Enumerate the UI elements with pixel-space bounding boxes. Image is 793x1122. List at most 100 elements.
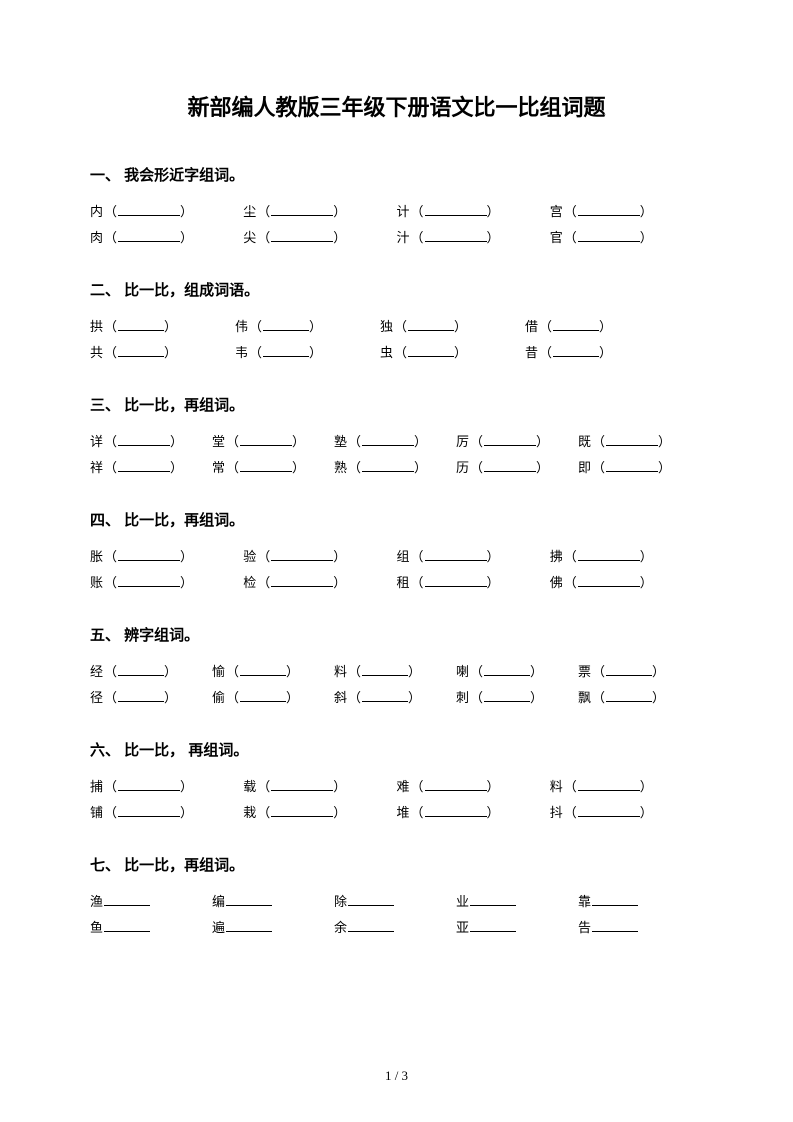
- left-paren: （: [411, 225, 425, 251]
- character: 租: [397, 570, 411, 596]
- exercise-cell: 独（）: [380, 314, 525, 340]
- character: 祥: [90, 455, 104, 481]
- character: 肉: [90, 225, 104, 251]
- blank-line: [592, 918, 638, 932]
- left-paren: （: [226, 455, 240, 481]
- left-paren: （: [411, 774, 425, 800]
- left-paren: （: [539, 340, 553, 366]
- right-paren: ）: [640, 225, 654, 251]
- right-paren: ）: [408, 685, 422, 711]
- blank-line: [118, 228, 180, 242]
- left-paren: （: [257, 199, 271, 225]
- character: 尘: [243, 199, 257, 225]
- exercise-cell: 铺（）: [90, 800, 243, 826]
- blank-line: [425, 803, 487, 817]
- right-paren: ）: [333, 544, 347, 570]
- character: 检: [243, 570, 257, 596]
- exercise-row: 祥（）常（）熟（）历（）即（）: [90, 455, 703, 481]
- left-paren: （: [104, 544, 118, 570]
- right-paren: ）: [333, 774, 347, 800]
- right-paren: ）: [599, 340, 613, 366]
- exercise-cell: 宫（）: [550, 199, 703, 225]
- section-2: 二、 比一比，组成词语。拱（）伟（）独（）借（）共（）韦（）虫（）昔（）: [90, 279, 703, 366]
- blank-line: [578, 228, 640, 242]
- left-paren: （: [257, 800, 271, 826]
- character: 内: [90, 199, 104, 225]
- character: 抖: [550, 800, 564, 826]
- blank-line: [425, 228, 487, 242]
- right-paren: ）: [536, 429, 550, 455]
- character: 昔: [525, 340, 539, 366]
- left-paren: （: [257, 544, 271, 570]
- character: 余: [334, 915, 348, 941]
- blank-line: [271, 228, 333, 242]
- character: 借: [525, 314, 539, 340]
- blank-line: [226, 918, 272, 932]
- section-head: 二、 比一比，组成词语。: [90, 279, 703, 300]
- right-paren: ）: [487, 570, 501, 596]
- exercise-cell: 组（）: [397, 544, 550, 570]
- right-paren: ）: [180, 544, 194, 570]
- blank-line: [578, 573, 640, 587]
- character: 飘: [578, 685, 592, 711]
- right-paren: ）: [180, 225, 194, 251]
- character: 径: [90, 685, 104, 711]
- right-paren: ）: [292, 455, 306, 481]
- exercise-cell: 业: [456, 889, 578, 915]
- left-paren: （: [104, 800, 118, 826]
- left-paren: （: [348, 685, 362, 711]
- character: 佛: [550, 570, 564, 596]
- section-head: 一、 我会形近字组词。: [90, 164, 703, 185]
- blank-line: [606, 688, 652, 702]
- right-paren: ）: [170, 429, 184, 455]
- right-paren: ）: [180, 570, 194, 596]
- exercise-row: 经（）愉（）料（）喇（）票（）: [90, 659, 703, 685]
- left-paren: （: [348, 455, 362, 481]
- left-paren: （: [470, 659, 484, 685]
- page-footer: 1 / 3: [0, 1068, 793, 1084]
- character: 塾: [334, 429, 348, 455]
- blank-line: [118, 662, 164, 676]
- exercise-row: 捕（）载（）难（）料（）: [90, 774, 703, 800]
- blank-line: [118, 432, 170, 446]
- right-paren: ）: [487, 225, 501, 251]
- left-paren: （: [104, 340, 118, 366]
- character: 捕: [90, 774, 104, 800]
- exercise-cell: 既（）: [578, 429, 700, 455]
- character: 票: [578, 659, 592, 685]
- left-paren: （: [564, 225, 578, 251]
- right-paren: ）: [170, 455, 184, 481]
- exercise-cell: 详（）: [90, 429, 212, 455]
- character: 宫: [550, 199, 564, 225]
- character: 拱: [90, 314, 104, 340]
- character: 汁: [397, 225, 411, 251]
- right-paren: ）: [536, 455, 550, 481]
- left-paren: （: [104, 685, 118, 711]
- character: 组: [397, 544, 411, 570]
- blank-line: [226, 892, 272, 906]
- exercise-cell: 官（）: [550, 225, 703, 251]
- character: 难: [397, 774, 411, 800]
- right-paren: ）: [487, 800, 501, 826]
- left-paren: （: [257, 774, 271, 800]
- blank-line: [484, 432, 536, 446]
- character: 熟: [334, 455, 348, 481]
- character: 告: [578, 915, 592, 941]
- blank-line: [425, 202, 487, 216]
- blank-line: [592, 892, 638, 906]
- blank-line: [104, 892, 150, 906]
- right-paren: ）: [487, 199, 501, 225]
- exercise-cell: 汁（ ）: [397, 225, 550, 251]
- exercise-cell: 亚: [456, 915, 578, 941]
- exercise-cell: 熟（）: [334, 455, 456, 481]
- left-paren: （: [411, 544, 425, 570]
- blank-line: [484, 458, 536, 472]
- left-paren: （: [394, 340, 408, 366]
- exercise-cell: 载（）: [243, 774, 396, 800]
- character: 即: [578, 455, 592, 481]
- exercise-cell: 渔: [90, 889, 212, 915]
- blank-line: [118, 688, 164, 702]
- character: 栽: [243, 800, 257, 826]
- character: 鱼: [90, 915, 104, 941]
- right-paren: ）: [487, 774, 501, 800]
